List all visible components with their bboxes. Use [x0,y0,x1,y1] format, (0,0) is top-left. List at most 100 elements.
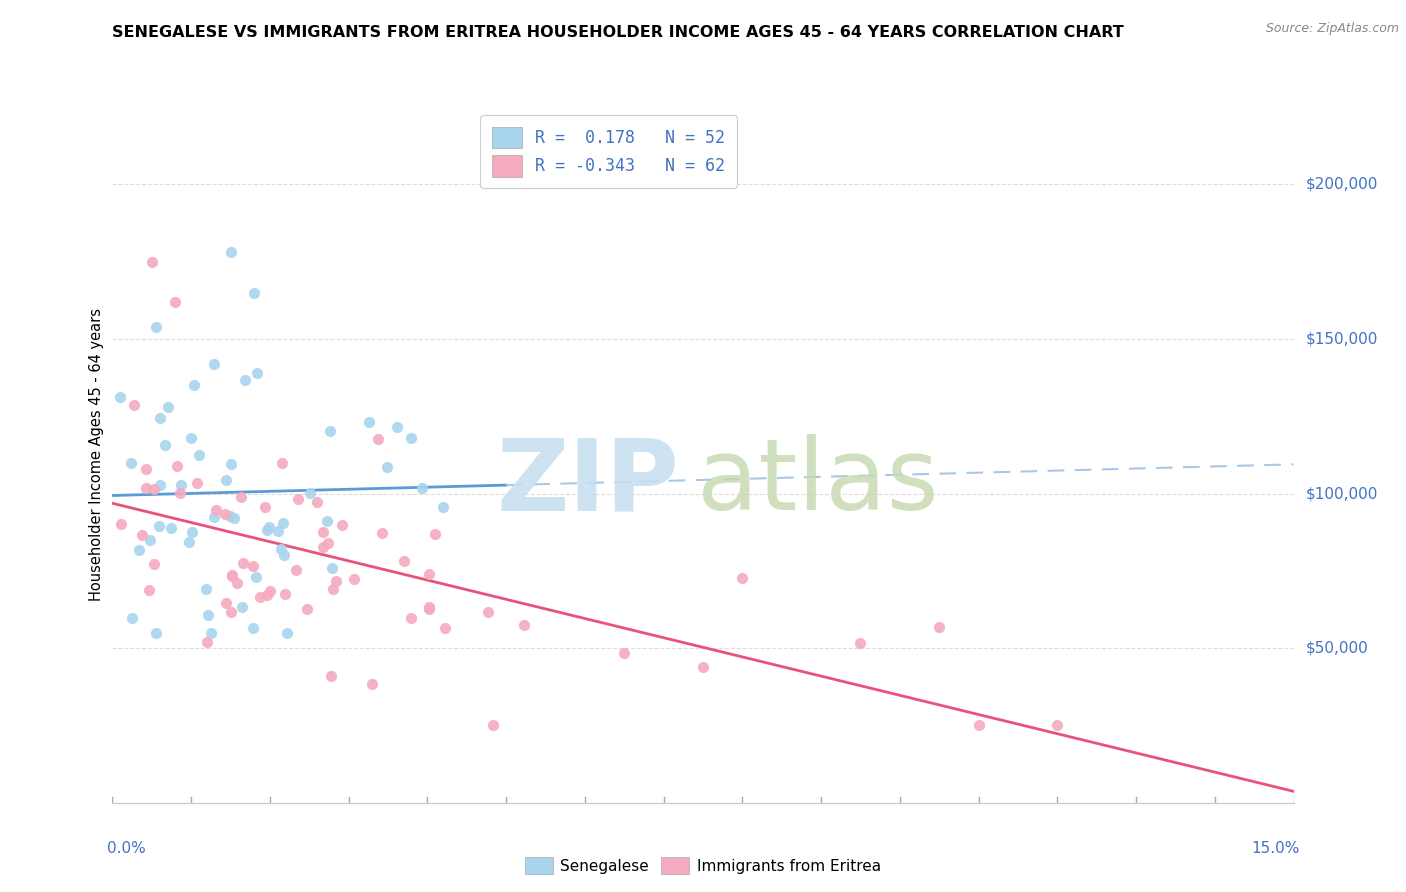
Point [205,503,228,517]
Text: $200,000: $200,000 [1305,177,1378,192]
Text: atlas: atlas [697,434,939,532]
Point [215,473,238,487]
Point [325,574,347,588]
Point [219,457,242,471]
Point [360,677,382,691]
Point [613,646,636,660]
Point [399,431,422,445]
Point [135,462,157,476]
Point [186,475,208,490]
Point [121,611,143,625]
Point [418,567,440,582]
Point [321,560,343,574]
Point [270,541,292,556]
Point [169,485,191,500]
Legend: R =  0.178   N = 52, R = -0.343   N = 62: R = 0.178 N = 52, R = -0.343 N = 62 [481,115,737,188]
Point [243,285,266,300]
Point [128,543,150,558]
Point [315,514,337,528]
Point [357,416,380,430]
Point [312,525,335,540]
Legend: Senegalese, Immigrants from Eritrea: Senegalese, Immigrants from Eritrea [519,851,887,880]
Point [297,601,319,615]
Point [142,482,165,496]
Point [141,254,163,268]
Y-axis label: Householder Income Ages 45 - 64 years: Householder Income Ages 45 - 64 years [89,309,104,601]
Point [110,390,132,404]
Point [425,526,447,541]
Point [165,294,187,309]
Point [219,508,242,523]
Text: 15.0%: 15.0% [1251,841,1299,856]
Point [131,528,153,542]
Point [233,373,256,387]
Point [231,600,253,615]
Point [274,587,297,601]
Text: ZIP: ZIP [496,434,679,532]
Point [221,568,243,582]
Point [319,669,342,683]
Point [183,377,205,392]
Point [249,591,271,605]
Point [139,533,162,548]
Point [188,448,211,462]
Point [160,521,183,535]
Point [221,568,243,582]
Point [170,478,193,492]
Point [312,540,335,554]
Point [245,366,267,380]
Point [253,500,276,514]
Point [181,524,204,539]
Point [222,511,245,525]
Text: $150,000: $150,000 [1305,332,1378,346]
Point [399,611,422,625]
Point [231,556,253,570]
Point [195,635,218,649]
Point [122,399,145,413]
Point [110,516,132,531]
Point [145,319,167,334]
Point [343,572,366,586]
Text: 0.0%: 0.0% [107,841,145,856]
Point [256,523,278,537]
Point [387,420,409,434]
Point [287,491,309,506]
Point [180,431,202,445]
Point [202,357,225,371]
Point [143,557,166,571]
Point [200,625,222,640]
Point [226,576,249,591]
Text: SENEGALESE VS IMMIGRANTS FROM ERITREA HOUSEHOLDER INCOME AGES 45 - 64 YEARS CORR: SENEGALESE VS IMMIGRANTS FROM ERITREA HO… [112,25,1125,40]
Point [375,460,398,475]
Point [849,636,872,650]
Point [330,517,353,532]
Point [433,621,456,635]
Point [322,582,344,596]
Point [194,582,217,597]
Point [157,401,180,415]
Point [259,583,281,598]
Point [135,481,157,495]
Point [731,571,754,585]
Point [367,433,389,447]
Point [148,519,170,533]
Point [219,605,242,619]
Point [273,549,295,563]
Point [271,456,294,470]
Point [513,618,536,632]
Point [215,596,238,610]
Point [1046,718,1069,732]
Point [316,535,339,549]
Point [202,510,225,524]
Point [928,619,950,633]
Point [149,478,172,492]
Point [242,558,264,573]
Point [276,625,298,640]
Point [967,718,990,732]
Point [411,481,433,495]
Point [477,605,499,619]
Point [179,534,201,549]
Point [197,608,219,623]
Point [482,718,505,732]
Point [298,486,321,500]
